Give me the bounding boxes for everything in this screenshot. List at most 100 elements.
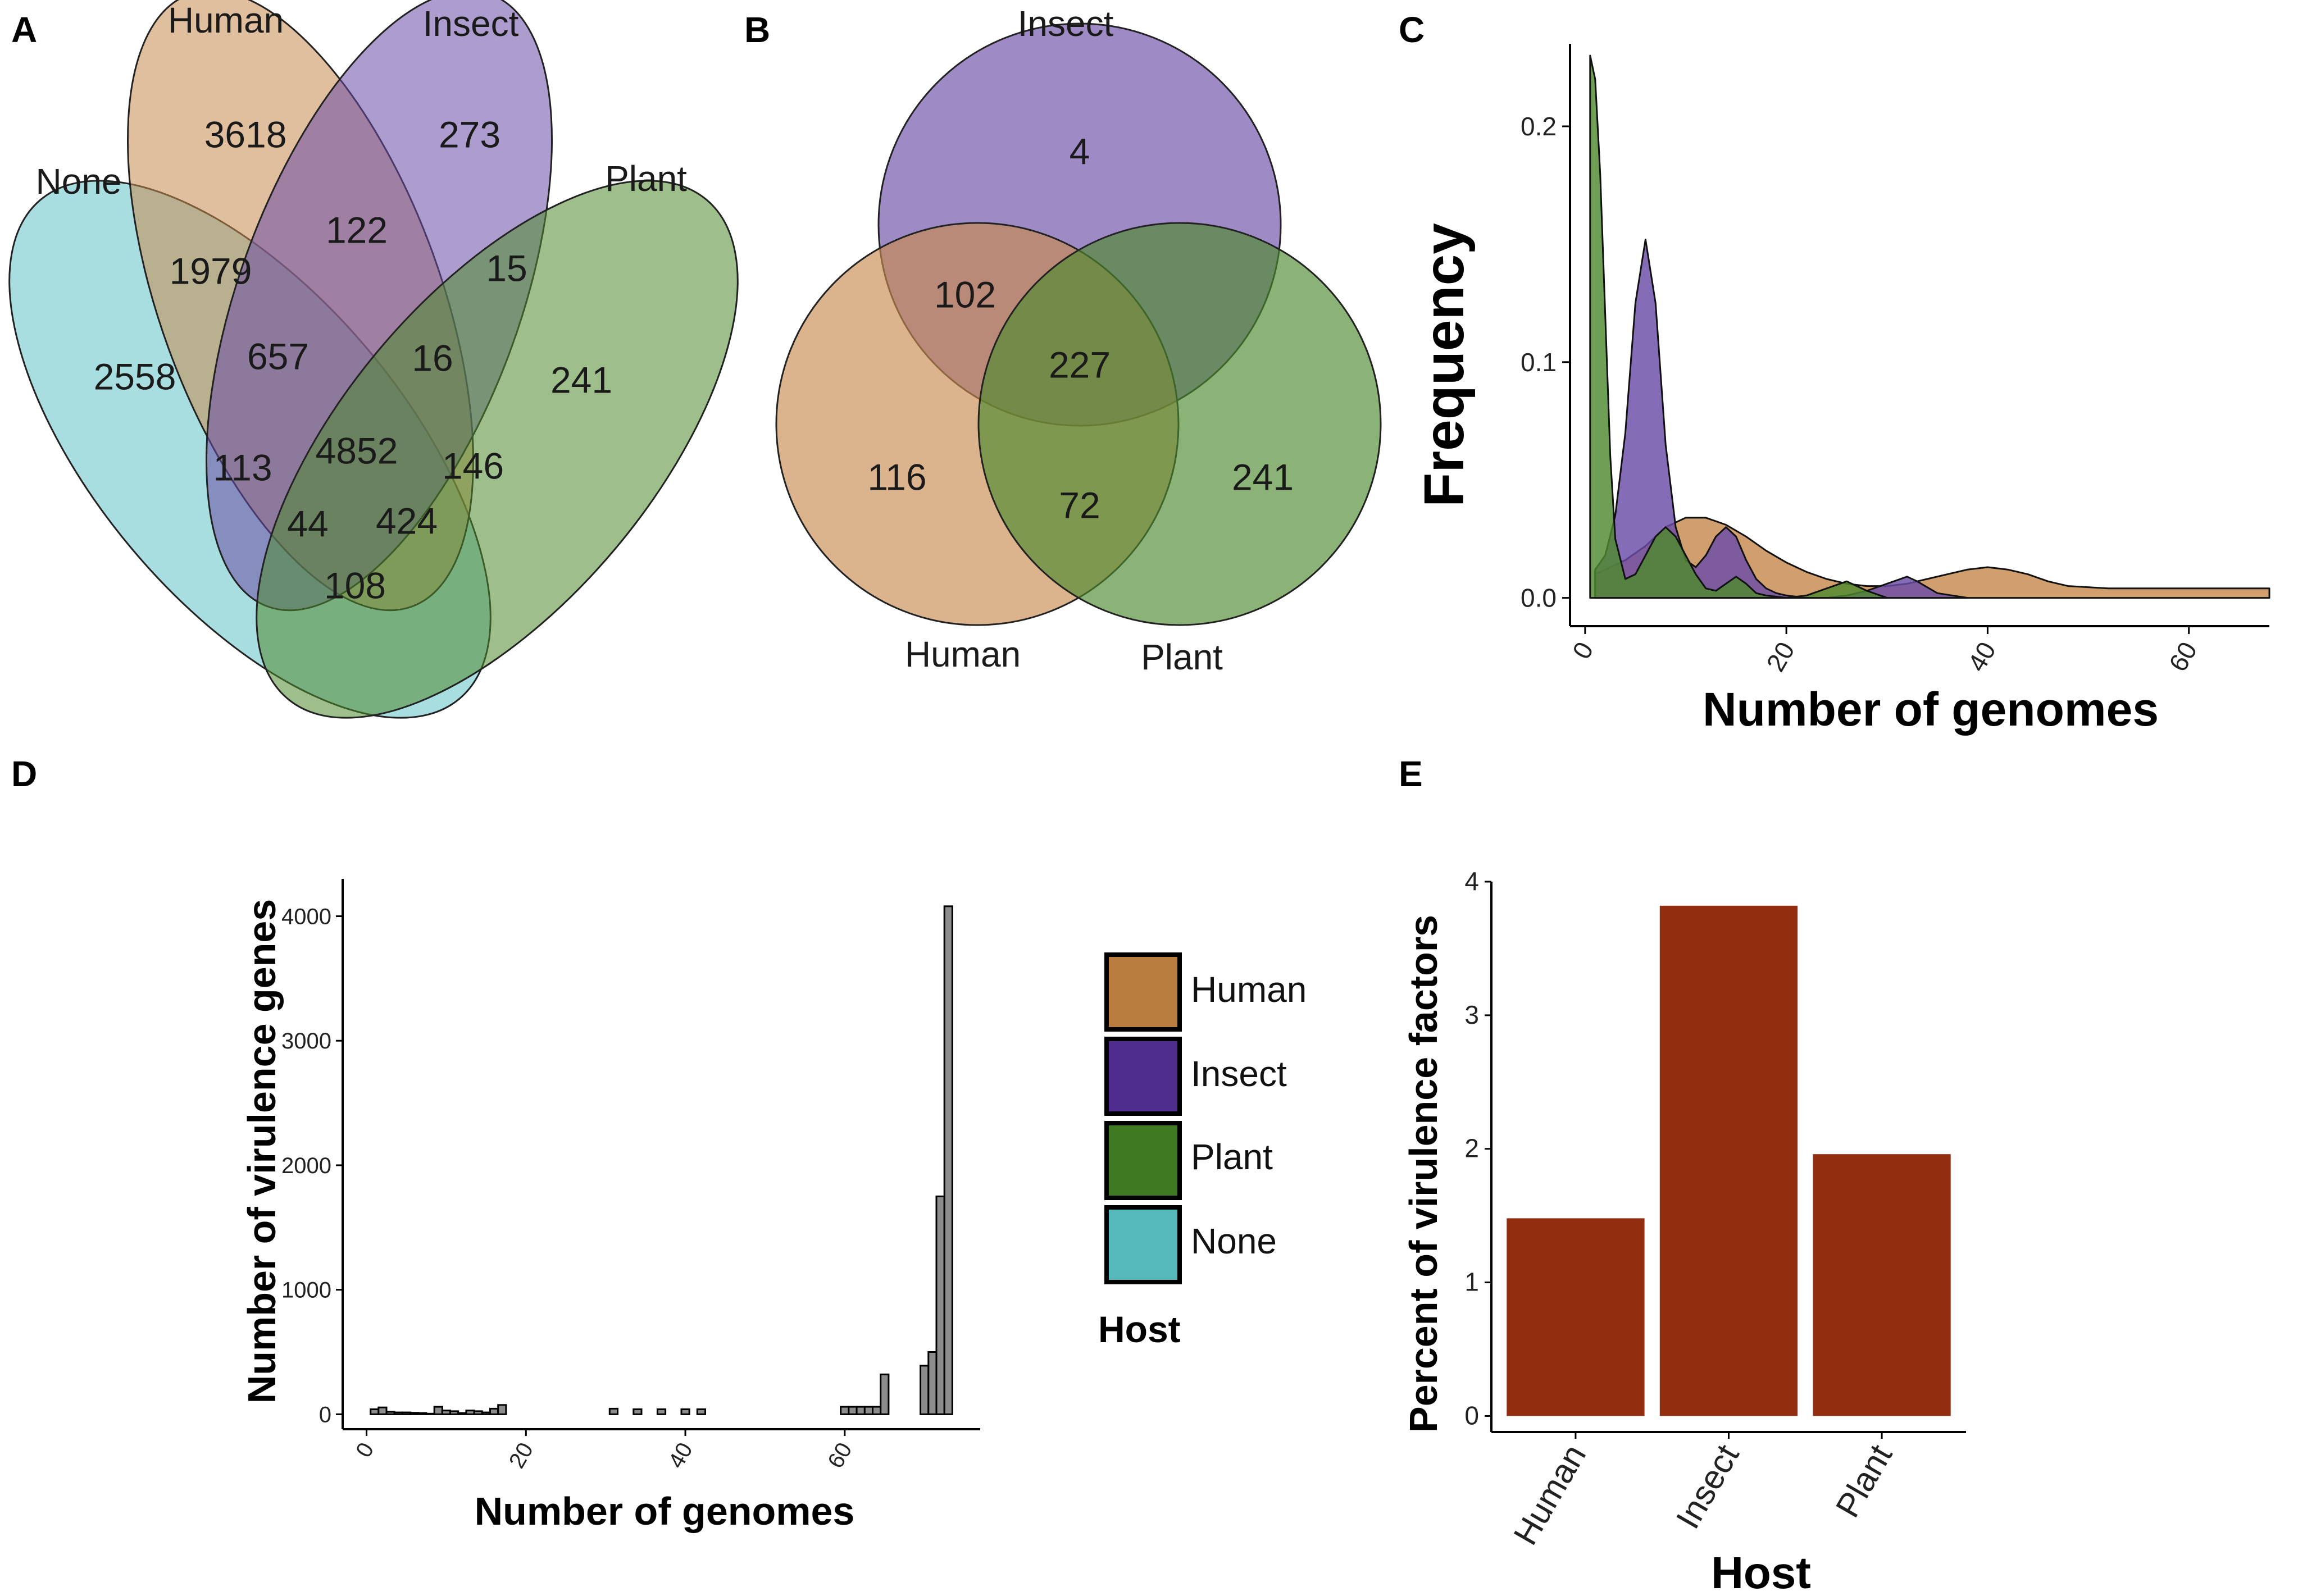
venn-a-label-human: Human [168, 0, 284, 40]
y-tick-label-e: 0 [1464, 1401, 1479, 1430]
histogram-bar [385, 1411, 395, 1415]
y-axis-title-e: Percent of virulence factors [1402, 915, 1445, 1433]
venn-a-count-human-insect-plant: 16 [412, 337, 453, 379]
density-area-insect [1594, 239, 1969, 599]
ticks-c: 0.0 0.1 0.2 0 20 40 60 [1521, 112, 2203, 676]
venn-a-count-all: 4852 [316, 430, 398, 471]
venn-a-label-none: None [36, 161, 122, 202]
venn-a-count-none-insect: 113 [213, 446, 272, 488]
x-tick-label-c: 40 [1962, 637, 2001, 676]
venn-a-count-none-human-plant: 424 [376, 500, 438, 541]
y-tick-label-e: 2 [1464, 1134, 1479, 1163]
venn-b-count-human-insect: 102 [934, 273, 996, 315]
venn-a-label-plant: Plant [605, 158, 687, 199]
y-tick-label-c: 0.0 [1521, 583, 1557, 613]
histogram-bars [370, 905, 953, 1415]
histogram-bar [457, 1412, 467, 1415]
venn-b-count-insect: 4 [1070, 130, 1090, 172]
histogram-bar [656, 1408, 667, 1415]
venn-b-label-insect: Insect [1018, 3, 1114, 44]
ticks-d: 0 1000 2000 3000 4000 0 20 40 60 [281, 905, 857, 1473]
venn-a-count-human-insect: 122 [326, 209, 388, 250]
x-tick-label-d: 20 [504, 1439, 538, 1473]
venn-b-label-human: Human [905, 634, 1021, 674]
venn-b: Insect Human Plant 4 102 227 116 72 241 [775, 3, 1382, 677]
x-tick-label-c: 20 [1760, 637, 1800, 676]
density-areas [1589, 54, 2270, 599]
venn-a-label-insect: Insect [423, 3, 519, 44]
histogram-bar [880, 1373, 890, 1415]
legend-swatch-none [1104, 1205, 1182, 1284]
venn-a-count-none-insect-plant: 44 [287, 503, 328, 544]
histogram-bar [417, 1412, 427, 1415]
histogram-bar [848, 1406, 858, 1415]
x-tick-label-d: 60 [823, 1439, 857, 1473]
histogram-bar [856, 1406, 866, 1415]
histogram-bar [489, 1407, 499, 1415]
venn-b-count-all: 227 [1049, 344, 1111, 385]
venn-a-count-plant: 241 [550, 359, 612, 400]
histogram-bar [497, 1404, 507, 1415]
x-tick-label-d: 0 [351, 1439, 379, 1462]
density-area-plant [1589, 54, 1888, 599]
histogram-bar [425, 1412, 435, 1415]
histogram-bar [465, 1410, 475, 1415]
histogram-bar [608, 1407, 619, 1415]
venn-a-count-none: 2558 [94, 355, 176, 397]
bar-insect [1659, 905, 1798, 1416]
venn-b-count-human: 116 [867, 456, 926, 498]
panel-letter-d: D [11, 754, 37, 794]
host-bars [1507, 905, 1951, 1416]
y-axis-title-c: Frequency [1413, 223, 1476, 507]
histogram-bar [409, 1412, 420, 1415]
x-tick-label-plant: Plant [1828, 1438, 1900, 1524]
x-tick-label-d: 40 [664, 1439, 698, 1473]
legend: Human Insect Plant None Host [1098, 952, 1307, 1350]
legend-label-human: Human [1191, 969, 1307, 1010]
legend-label-none: None [1191, 1221, 1277, 1261]
y-tick-label-d: 2000 [281, 1153, 331, 1178]
x-tick-label-c: 60 [2163, 637, 2203, 676]
x-tick-label-insect: Insect [1669, 1438, 1746, 1535]
histogram-bar [680, 1408, 690, 1415]
histogram-bar [935, 1195, 945, 1415]
x-tick-label-human: Human [1506, 1438, 1593, 1551]
histogram-bar [473, 1410, 483, 1415]
venn-b-plant-circle [977, 222, 1382, 626]
y-tick-label-d: 4000 [281, 905, 331, 929]
histogram-bar [481, 1411, 491, 1415]
y-tick-label-e: 4 [1464, 867, 1479, 896]
histogram-bar [449, 1410, 459, 1415]
panel-letter-e: E [1399, 754, 1423, 794]
legend-swatch-plant [1104, 1121, 1182, 1200]
histogram-bar [433, 1406, 443, 1415]
histogram-bar [872, 1406, 882, 1415]
histogram-bar [393, 1411, 403, 1415]
y-tick-label-c: 0.1 [1521, 348, 1557, 377]
x-tick-label-c: 0 [1567, 637, 1599, 664]
y-tick-label-d: 3000 [281, 1029, 331, 1054]
histogram-bar [633, 1408, 643, 1415]
host-bar-chart: 0 1 2 3 4 Human Insect Plant Host Percent of vi… [1402, 867, 1966, 1596]
legend-label-plant: Plant [1191, 1137, 1273, 1177]
legend-swatch-human [1104, 952, 1182, 1032]
y-tick-label-e: 3 [1464, 1000, 1479, 1029]
x-axis-title-d: Number of genomes [475, 1489, 855, 1533]
histogram-bar [927, 1351, 938, 1415]
density-chart: 0.0 0.1 0.2 0 20 40 60 Number of genomes Frequ… [1413, 44, 2270, 736]
panel-letter-c: C [1399, 10, 1425, 50]
x-axis-title-e: Host [1711, 1548, 1811, 1596]
venn-a-count-none-plant: 108 [324, 564, 386, 606]
venn-a: Human Insect None Plant 3618 273 122 197… [8, 0, 739, 719]
venn-a-plant-ellipse [256, 180, 739, 719]
venn-b-count-plant: 241 [1232, 456, 1294, 498]
venn-a-count-human: 3618 [204, 113, 287, 155]
y-tick-label-d: 1000 [281, 1278, 331, 1303]
y-axis-title-d: Number of virulence genes [240, 899, 284, 1404]
bar-human [1507, 1218, 1645, 1416]
legend-label-insect: Insect [1191, 1054, 1287, 1094]
panel-letter-a: A [11, 10, 37, 50]
histogram-bar [863, 1406, 874, 1415]
panel-letter-b: B [744, 10, 770, 50]
